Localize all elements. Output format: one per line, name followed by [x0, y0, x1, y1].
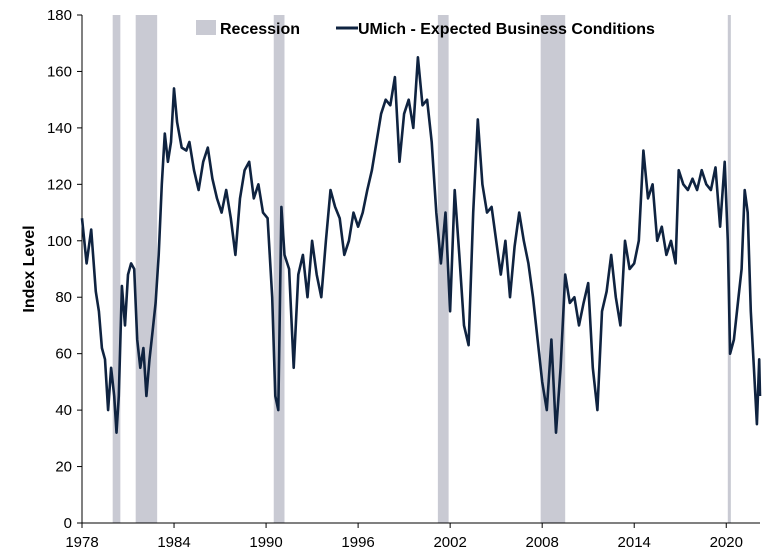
y-tick-label: 0 — [64, 515, 72, 532]
x-tick-label: 2008 — [525, 534, 558, 551]
x-tick-label: 2020 — [710, 534, 743, 551]
y-tick-label: 120 — [47, 176, 72, 193]
recession-band-3 — [437, 15, 449, 523]
y-tick-label: 100 — [47, 233, 72, 250]
legend-recession-label: Recession — [220, 21, 300, 38]
y-tick-label: 40 — [55, 402, 72, 419]
legend-line-label: UMich - Expected Business Conditions — [358, 21, 655, 38]
y-tick-label: 140 — [47, 120, 72, 137]
recession-band-2 — [273, 15, 285, 523]
x-tick-label: 1990 — [249, 534, 282, 551]
x-tick-label: 1996 — [341, 534, 374, 551]
tick-labels: 0 20 40 60 80 100 120 140 160 180 1978 1984 1990 1996… — [47, 7, 743, 551]
y-tick-label: 60 — [55, 346, 72, 363]
recession-band-1 — [135, 15, 158, 523]
recession-band-0 — [112, 15, 121, 523]
x-tick-label: 1978 — [65, 534, 98, 551]
y-axis-title: Index Level — [21, 225, 38, 312]
y-tick-label: 80 — [55, 289, 72, 306]
x-tick-label: 2002 — [433, 534, 466, 551]
recession-band-4 — [540, 15, 566, 523]
y-tick-label: 180 — [47, 7, 72, 24]
recession-bands — [112, 15, 731, 523]
legend-recession-swatch — [196, 20, 216, 35]
x-tick-label: 2014 — [618, 534, 651, 551]
series-line — [80, 56, 762, 434]
y-tick-label: 20 — [55, 459, 72, 476]
y-tick-label: 160 — [47, 63, 72, 80]
x-tick-label: 1984 — [157, 534, 190, 551]
axes — [81, 15, 760, 524]
legend: Recession UMich - Expected Business Cond… — [196, 20, 655, 38]
